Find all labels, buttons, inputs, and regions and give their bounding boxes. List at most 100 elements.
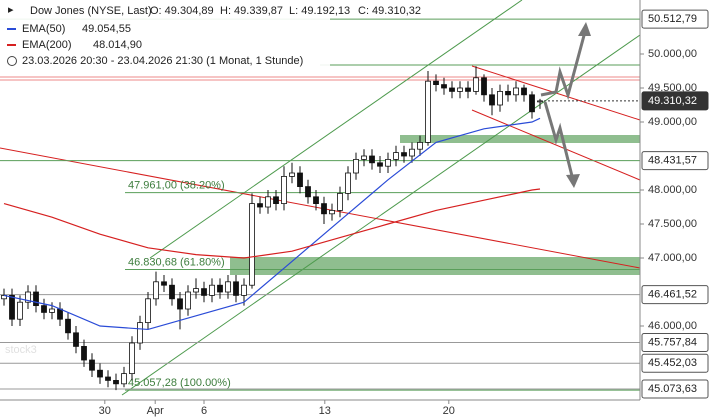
candle-body <box>257 203 263 208</box>
candle-body <box>153 281 159 300</box>
x-tick-label: 13 <box>319 405 331 417</box>
candle-body <box>345 172 351 194</box>
y-tick-label: 47.000,00 <box>648 252 697 264</box>
candle-body <box>113 380 119 385</box>
candle-body <box>81 346 87 361</box>
price-box <box>641 379 709 399</box>
price-box <box>641 285 709 305</box>
header-bg <box>0 0 330 70</box>
y-tick-label: 48.000,00 <box>648 184 697 196</box>
y-tick-label: 46.000,00 <box>648 320 697 332</box>
candle-body <box>409 148 415 157</box>
indicator-line <box>3 117 541 331</box>
price-box <box>641 151 709 171</box>
down-arrow <box>543 101 575 181</box>
candle-body <box>489 94 495 106</box>
price-box <box>641 353 709 373</box>
x-tick-label: 30 <box>99 405 111 417</box>
price-label: 50.512,79 <box>648 13 697 25</box>
candle-body <box>473 77 479 92</box>
legend-value: 48.014,90 <box>93 39 142 51</box>
arrows <box>540 22 591 188</box>
candle-body <box>121 373 127 385</box>
plot: 47.961,00 (38.20%) 46.830,68 (61.80%) 45.0… <box>0 18 640 391</box>
open: O: 49.304,89 <box>150 5 214 17</box>
candle-body <box>377 162 383 167</box>
fib-label: 46.830,68 (61.80%) <box>128 256 225 268</box>
candle-body <box>457 87 463 92</box>
fib-label: 45.057,28 (100.00%) <box>128 377 231 389</box>
instrument-title: Dow Jones (NYSE, Last) <box>30 5 152 17</box>
candle-body <box>481 77 487 96</box>
candle-body <box>361 155 367 160</box>
candle-body <box>217 284 223 293</box>
candle-body <box>513 87 519 96</box>
candle-body <box>393 152 399 160</box>
candle-body <box>89 359 95 371</box>
candle-body <box>289 172 295 177</box>
y-tick-label: 47.500,00 <box>648 218 697 230</box>
candle-body <box>97 369 103 378</box>
candle-body <box>57 308 63 320</box>
candle-body <box>313 196 319 205</box>
candle-body <box>41 305 47 313</box>
candle-body <box>193 288 199 293</box>
arrowhead <box>566 174 580 188</box>
fib-label: 47.961,00 (38.20%) <box>128 180 225 192</box>
price-label: 46.461,52 <box>648 289 697 301</box>
candle-body <box>505 90 511 96</box>
price-box <box>641 332 709 352</box>
candle-body <box>49 308 55 313</box>
candle-body <box>401 152 407 157</box>
close: C: 49.310,32 <box>358 5 421 17</box>
candle-body <box>105 376 111 381</box>
y-tick-label: 50.000,00 <box>648 48 697 60</box>
support-zone <box>230 257 640 275</box>
candle-body <box>465 87 471 92</box>
candle-body <box>65 318 71 334</box>
candle-body <box>201 288 207 296</box>
candle-body <box>225 281 231 293</box>
y-tick-label: 49.000,00 <box>648 116 697 128</box>
candle-body <box>241 284 247 296</box>
candle-body <box>537 100 543 103</box>
candle-body <box>25 291 31 303</box>
candle-body <box>521 87 527 96</box>
candle-body <box>169 284 175 300</box>
candle-body <box>305 186 311 198</box>
period: 23.03.2026 20:30 - 23.04.2026 21:30 (1 M… <box>22 55 303 67</box>
candle-body <box>9 295 15 320</box>
watermark: stock3 <box>5 344 37 356</box>
candle-body <box>441 84 447 89</box>
candle-body <box>369 155 375 164</box>
drawings <box>0 0 641 396</box>
legend-value: 49.054,55 <box>82 23 131 35</box>
indicator-line <box>3 188 541 259</box>
x-tick-label: 20 <box>443 405 455 417</box>
legend-name: EMA(200) <box>22 39 72 51</box>
arrowhead <box>578 22 591 36</box>
candle-body <box>73 332 79 347</box>
price-label: 45.452,03 <box>648 357 697 369</box>
collapse-icon[interactable]: ▸ <box>8 4 14 16</box>
candle-body <box>297 172 303 188</box>
candle-body <box>273 196 279 205</box>
candle-body <box>321 203 327 215</box>
up-arrow <box>540 27 588 101</box>
high: H: 49.339,87 <box>220 5 283 17</box>
candle-body <box>529 94 535 113</box>
price-label: 49.310,32 <box>648 95 697 107</box>
candle-body <box>137 322 143 344</box>
legend-name: EMA(50) <box>22 23 65 35</box>
trend-channel <box>471 109 641 181</box>
support-zone <box>400 135 640 143</box>
header: ▸ Dow Jones (NYSE, Last) O: 49.304,89 H:… <box>7 4 421 67</box>
candle-body <box>449 87 455 92</box>
price-label: 45.073,63 <box>648 383 697 395</box>
candle-body <box>265 196 271 208</box>
candle-body <box>33 291 39 307</box>
trend-channel <box>121 34 641 396</box>
candle-body <box>337 193 343 211</box>
trend-line <box>0 147 641 269</box>
